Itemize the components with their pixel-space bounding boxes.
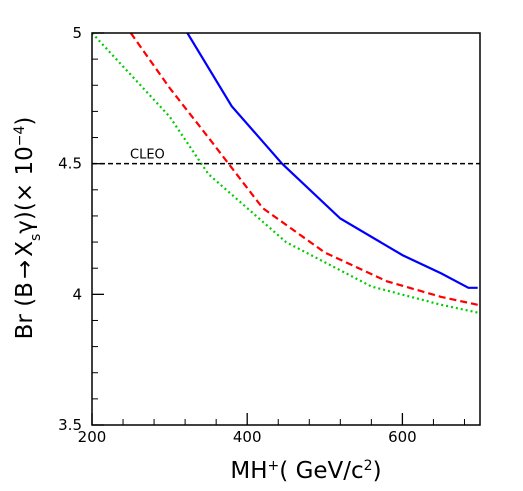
series-line-1 (186, 33, 478, 289)
series-line-2 (129, 33, 478, 306)
tick-layer: 200 400 600 3.5 4 4.5 5 (58, 24, 465, 446)
y-tick-label: 4 (72, 285, 82, 303)
y-tick-label: 4.5 (58, 155, 82, 173)
series-line-3 (92, 33, 478, 314)
series-layer (92, 33, 478, 314)
x-axis-label: MH+( GeV/c2) (230, 458, 381, 484)
x-tick-label: 400 (233, 428, 262, 446)
cleo-label: CLEO (130, 148, 165, 163)
y-tick-label: 5 (72, 24, 82, 42)
y-tick-label: 3.5 (58, 416, 82, 434)
svg-text:Br (B→Xsγ)(× 10−4): Br (B→Xsγ)(× 10−4) (12, 117, 44, 340)
y-axis-label: Br (B→Xsγ)(× 10−4) (12, 117, 44, 340)
plot-frame (91, 32, 481, 426)
reference-layer: CLEO (92, 148, 480, 165)
x-tick-label: 200 (78, 428, 107, 446)
x-tick-label: 600 (388, 428, 417, 446)
